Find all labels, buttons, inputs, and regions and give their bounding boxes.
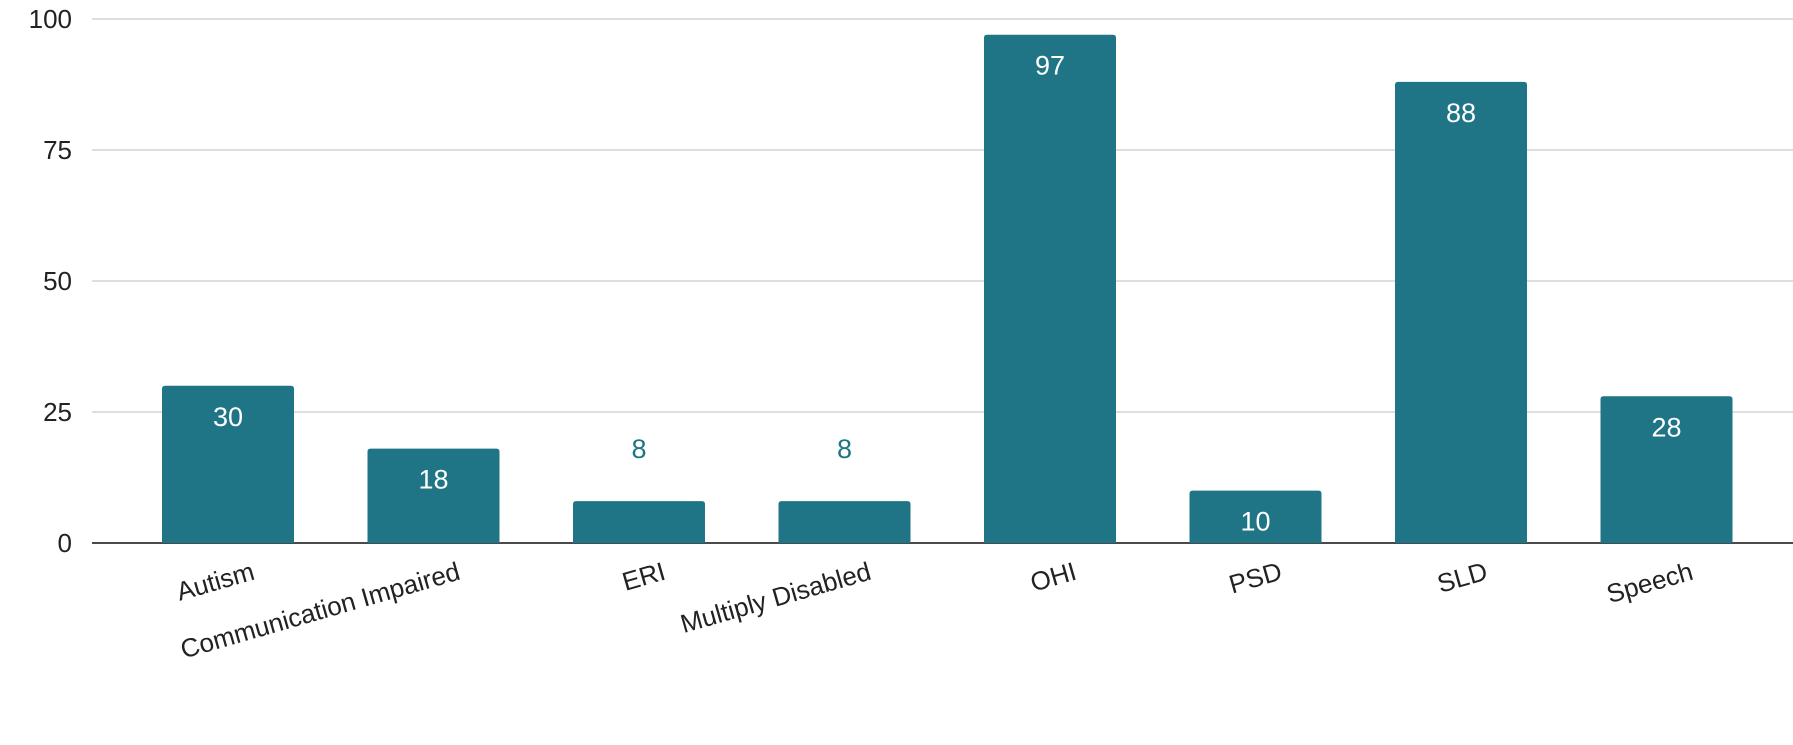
data-label: 30 [213,402,243,432]
bar [1395,81,1527,543]
bar [984,34,1116,543]
x-tick-label: PSD [1225,556,1285,600]
y-tick-label: 50 [43,266,72,296]
grid-layer [92,18,1793,544]
y-tick-label: 100 [29,4,72,34]
bar [162,385,294,543]
y-axis: 0 25 50 75 100 [29,4,72,558]
x-tick-label: Multiply Disabled [677,556,874,639]
bar [1189,490,1322,543]
data-label: 97 [1035,51,1065,81]
y-tick-label: 75 [43,135,72,165]
bar [778,501,911,543]
y-tick-label: 25 [43,397,72,427]
x-tick-label: ERI [619,556,669,597]
data-label: 10 [1240,507,1270,537]
x-tick-label: SLD [1434,556,1491,599]
x-tick-label: Autism [173,556,258,607]
data-label: 28 [1651,412,1681,442]
bars [162,34,1733,543]
bar [573,501,705,543]
bar [367,448,500,543]
data-label: 18 [418,465,448,495]
x-tick-label: Speech [1603,556,1696,609]
y-tick-label: 0 [58,528,72,558]
data-label: 8 [631,434,646,464]
data-label: 8 [837,434,852,464]
x-tick-label: OHI [1027,556,1080,598]
data-label: 88 [1446,98,1476,128]
bar [1600,396,1733,543]
